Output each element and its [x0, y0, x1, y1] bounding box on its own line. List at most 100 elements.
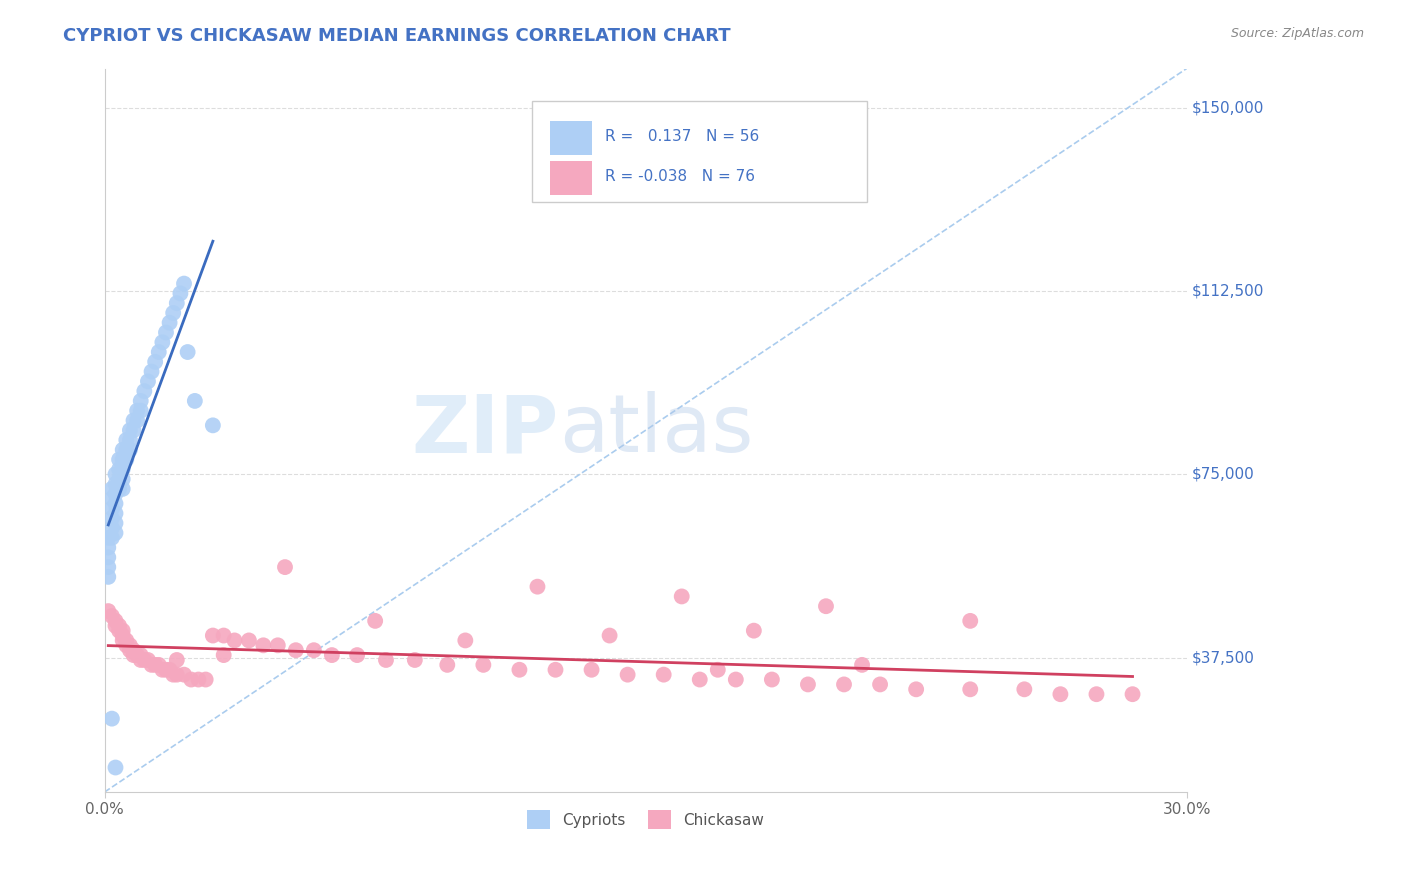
Point — [671, 590, 693, 604]
Point — [136, 653, 159, 667]
Point — [97, 541, 120, 555]
Point — [141, 365, 163, 379]
Point — [115, 433, 138, 447]
Point — [814, 599, 837, 614]
Point — [238, 633, 260, 648]
Point — [101, 521, 124, 535]
Point — [101, 491, 124, 506]
Point — [201, 418, 224, 433]
Point — [101, 531, 124, 545]
Point — [108, 452, 131, 467]
Point — [169, 286, 191, 301]
Point — [176, 345, 198, 359]
Point — [134, 384, 156, 398]
Text: CYPRIOT VS CHICKASAW MEDIAN EARNINGS CORRELATION CHART: CYPRIOT VS CHICKASAW MEDIAN EARNINGS COR… — [63, 27, 731, 45]
Point — [127, 403, 149, 417]
Point — [652, 667, 675, 681]
Point — [375, 653, 398, 667]
Point — [111, 628, 134, 642]
Point — [104, 506, 127, 520]
Point — [129, 653, 152, 667]
Point — [201, 628, 224, 642]
Point — [1122, 687, 1144, 701]
Point — [173, 667, 195, 681]
Point — [166, 667, 188, 681]
Point — [212, 648, 235, 662]
Point — [115, 442, 138, 457]
Point — [162, 667, 184, 681]
Point — [321, 648, 343, 662]
Point — [472, 657, 495, 672]
Point — [454, 633, 477, 648]
Point — [166, 296, 188, 310]
Text: $75,000: $75,000 — [1192, 467, 1254, 482]
Point — [134, 653, 156, 667]
Point — [959, 614, 981, 628]
Point — [436, 657, 458, 672]
Point — [187, 673, 209, 687]
Point — [115, 452, 138, 467]
Point — [108, 472, 131, 486]
Point — [851, 657, 873, 672]
Point — [141, 657, 163, 672]
Point — [905, 682, 928, 697]
Point — [104, 467, 127, 482]
Point — [118, 423, 141, 437]
Point — [166, 653, 188, 667]
Point — [104, 497, 127, 511]
Point — [159, 316, 181, 330]
Point — [111, 633, 134, 648]
Point — [104, 525, 127, 540]
Text: R =   0.137   N = 56: R = 0.137 N = 56 — [605, 129, 759, 144]
Point — [180, 673, 202, 687]
Bar — [550, 121, 592, 155]
Text: $37,500: $37,500 — [1192, 650, 1256, 665]
Point — [101, 609, 124, 624]
Point — [108, 462, 131, 476]
Point — [173, 277, 195, 291]
Point — [184, 393, 207, 408]
Point — [115, 638, 138, 652]
Point — [143, 657, 166, 672]
Point — [1085, 687, 1108, 701]
Legend: Cypriots, Chickasaw: Cypriots, Chickasaw — [520, 804, 770, 835]
Point — [148, 345, 170, 359]
Point — [108, 619, 131, 633]
Point — [108, 482, 131, 496]
Point — [104, 619, 127, 633]
Point — [194, 673, 217, 687]
Point — [761, 673, 783, 687]
Text: atlas: atlas — [560, 392, 754, 469]
Point — [364, 614, 387, 628]
Point — [104, 614, 127, 628]
Point — [959, 682, 981, 697]
Point — [274, 560, 297, 574]
Point — [162, 306, 184, 320]
Point — [1049, 687, 1071, 701]
Point — [111, 482, 134, 496]
Bar — [550, 161, 592, 195]
Point — [97, 531, 120, 545]
Point — [97, 550, 120, 565]
Point — [869, 677, 891, 691]
Point — [104, 477, 127, 491]
Point — [101, 511, 124, 525]
Point — [724, 673, 747, 687]
Point — [122, 413, 145, 427]
Point — [150, 663, 173, 677]
Point — [111, 442, 134, 457]
Point — [111, 452, 134, 467]
Point — [118, 643, 141, 657]
Point — [159, 663, 181, 677]
Point — [108, 624, 131, 638]
FancyBboxPatch shape — [531, 101, 868, 202]
Text: ZIP: ZIP — [412, 392, 560, 469]
Point — [707, 663, 730, 677]
Text: R = -0.038   N = 76: R = -0.038 N = 76 — [605, 169, 755, 184]
Point — [526, 580, 548, 594]
Point — [689, 673, 711, 687]
Text: $150,000: $150,000 — [1192, 100, 1264, 115]
Point — [129, 648, 152, 662]
Point — [115, 633, 138, 648]
Point — [346, 648, 368, 662]
